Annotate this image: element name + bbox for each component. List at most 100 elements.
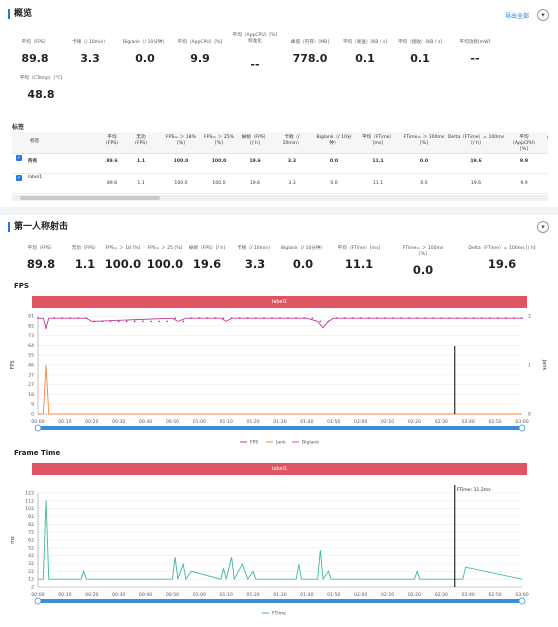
table-cell: 0.0 [419,159,429,164]
data-point [367,317,370,320]
legend-label[interactable]: FTime [272,611,286,617]
data-point [375,317,378,320]
stat-value: -- [250,58,260,71]
scrollbar-thumb[interactable] [20,196,160,200]
table-header-cell[interactable]: Ap [544,135,548,141]
table-header-cell[interactable]: 卡顿（/ 10min） [282,135,302,146]
stat-label: 平均（发送）[KB / s] [342,40,388,45]
chevron-down-icon[interactable]: ▾ [537,221,549,233]
data-point [206,317,209,320]
table-scrollbar[interactable] [12,195,548,201]
data-point [117,320,120,323]
table-header-cell[interactable]: FTime= ＞ 100ms [%] [403,135,445,146]
data-point [521,317,523,320]
legend-label[interactable]: Biglank [302,440,319,446]
table-header-cell[interactable]: FPS= ＞ 25% [%] [204,135,234,146]
legend-label[interactable]: FPS [250,440,258,446]
stat-item: 平均（发送）[KB / s] 0.1 [336,40,394,65]
x-tick-label: 02:30 [435,592,448,598]
table-header-cell[interactable]: 标签 [30,139,40,144]
stat-label: 平均（AppCPU）[%] [177,40,223,45]
export-all-link[interactable]: 导出全部 [505,13,530,20]
y-tick-label: 12 [28,577,34,583]
y-tick-label: 18 [28,392,34,398]
table-header-cell[interactable]: 掉帧（FPS） [/ h] [241,135,269,146]
table-header-cell[interactable]: 平均 (FPS) [106,135,118,146]
x-tick-label: 01:50 [327,419,340,425]
y-tick-label: 42 [28,553,34,559]
stat-value: 0.0 [292,257,314,271]
stat-item: 卡顿（/ 10min） 3.3 [61,40,119,65]
table-header-cell[interactable]: FPS= ＞ 18% [%] [166,135,196,146]
stat-value: 100.0 [146,257,184,271]
x-tick-label: 00:00 [31,592,44,598]
checkbox[interactable]: ✓ [16,175,22,181]
x-tick-label: 01:20 [246,419,259,425]
data-point [45,326,47,329]
stat-item: FPS= ＞ 25 [%] 100.0 [142,246,188,271]
x-tick-label: 00:30 [112,419,125,425]
y-tick-label: 22 [28,569,34,575]
slider-handle-right[interactable] [518,424,526,432]
data-point [287,317,289,320]
table-header-cell[interactable]: Biglank（/ 10分 钟） [316,135,352,146]
table-header-cell[interactable]: 平均 (AppCPU) [%] [513,135,535,152]
data-point [400,317,402,320]
table-cell: 3.3 [287,159,297,164]
data-point [448,317,451,320]
chevron-down-icon[interactable]: ▾ [537,9,549,21]
slider-handle-right[interactable] [518,597,526,605]
slider-handle-left[interactable] [34,424,42,432]
x-tick-label: 00:20 [85,419,98,425]
range-slider[interactable] [38,426,522,430]
x-tick-label: 02:00 [354,592,367,598]
data-point [416,317,419,320]
frametime-label-band[interactable]: label1 [32,463,527,475]
slider-handle-left[interactable] [34,597,42,605]
table-header-cell[interactable]: 平均（FTime） [ms] [361,135,395,146]
labels-table: 标签 平均 (FPS) 无功 (FPS) FPS= ＞ 18% [%] FPS= ＞ 2… [12,132,548,194]
stat-label: FPS= ＞ 25 [%] [147,246,183,251]
x-tick-label: 02:40 [462,419,475,425]
stat-value: 778.0 [292,52,328,65]
table-row[interactable]: ✓ label1 89.8 1.1 100.0 100.0 19.6 3.3 0.0 11.1 0.… [12,174,548,194]
stat-item: 平均功耗[mW] -- [446,40,504,65]
stat-label: 平均（AppCPU）[%] 标准化 [232,33,278,44]
data-point [480,317,483,320]
y-tick-label: 0 [31,412,34,418]
stat-item: Biglank（/ 10分钟） 0.0 [116,40,174,65]
data-point [496,317,499,320]
legend-label[interactable]: Jank [275,440,286,446]
x-tick-label: 02:10 [381,419,394,425]
data-point [432,317,435,320]
x-tick-label: 01:00 [193,592,206,598]
x-tick-label: 02:50 [488,592,501,598]
data-point [238,317,241,320]
data-point [440,317,443,320]
checkbox[interactable]: ✓ [16,155,22,161]
stat-value: 0.1 [410,52,430,65]
stat-label: 平均功耗[mW] [459,40,491,45]
section-divider [0,207,558,215]
table-header: 标签 平均 (FPS) 无功 (FPS) FPS= ＞ 18% [%] FPS= ＞ 2… [12,132,548,154]
data-point [472,317,475,320]
y-tick-label: 52 [28,545,34,551]
data-point [61,317,64,320]
table-header-cell[interactable]: Delta（FTime）= 100ms [/ h] [447,135,505,146]
data-point [456,317,459,320]
table-header-cell[interactable]: 无功 (FPS) [135,135,147,146]
stat-item: 平均（接收）[KB / s] 0.1 [391,40,449,65]
data-point [109,320,112,323]
range-slider[interactable] [38,599,522,603]
x-tick-label: 01:30 [273,419,286,425]
stat-label: Biglank（/ 10分钟） [122,40,168,45]
y-tick-label: 64 [28,343,34,349]
y-tick-label: 9 [31,402,34,408]
fps-label-band[interactable]: label1 [32,296,527,308]
data-point [392,317,394,320]
stat-item: 掉帧（FPS）[/ h] 19.6 [184,246,230,271]
data-point [190,317,193,320]
table-row[interactable]: ✓ 所有 89.6 1.1 100.0 100.0 19.6 3.3 0.0 11.1 0.0 19.… [12,154,548,174]
